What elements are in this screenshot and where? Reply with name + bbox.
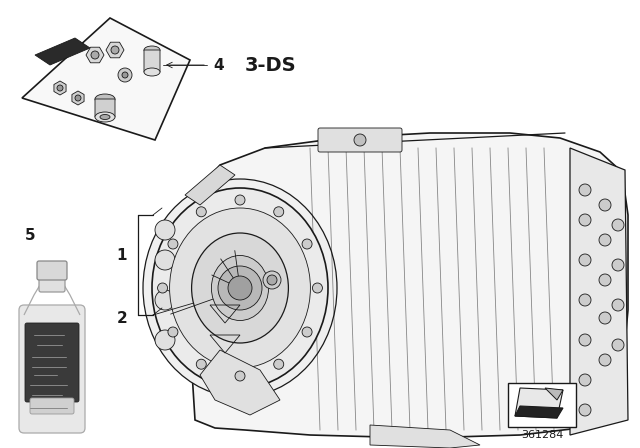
Circle shape [91,51,99,59]
Circle shape [263,271,281,289]
Circle shape [599,312,611,324]
Circle shape [579,334,591,346]
Ellipse shape [143,179,337,397]
Polygon shape [515,388,563,418]
Circle shape [612,299,624,311]
Polygon shape [72,91,84,105]
Circle shape [274,207,284,217]
Circle shape [122,72,128,78]
Polygon shape [370,425,480,448]
Circle shape [155,290,175,310]
Bar [508,383,576,427]
Circle shape [354,134,366,146]
Polygon shape [22,18,190,140]
Text: 2: 2 [116,310,127,326]
Circle shape [302,239,312,249]
Circle shape [612,219,624,231]
Circle shape [157,283,168,293]
Text: 3-DS: 3-DS [245,56,296,74]
Polygon shape [545,388,563,400]
Circle shape [118,68,132,82]
Circle shape [579,404,591,416]
Circle shape [599,234,611,246]
Circle shape [599,274,611,286]
Circle shape [155,220,175,240]
Ellipse shape [144,68,160,76]
Circle shape [168,327,178,337]
Polygon shape [54,81,66,95]
FancyBboxPatch shape [39,273,65,292]
Polygon shape [86,47,104,63]
Circle shape [196,207,206,217]
Circle shape [155,250,175,270]
Text: 5: 5 [25,228,35,242]
Circle shape [235,195,245,205]
Circle shape [579,374,591,386]
Polygon shape [200,350,280,415]
Circle shape [579,184,591,196]
Ellipse shape [152,188,328,388]
Text: 1: 1 [116,247,127,263]
FancyBboxPatch shape [30,398,74,414]
Polygon shape [106,42,124,58]
Polygon shape [570,148,628,435]
FancyBboxPatch shape [144,50,160,72]
FancyBboxPatch shape [25,323,79,402]
Ellipse shape [170,208,310,368]
Circle shape [155,330,175,350]
Circle shape [196,359,206,369]
Circle shape [267,275,277,285]
FancyBboxPatch shape [19,305,85,433]
Circle shape [599,199,611,211]
FancyBboxPatch shape [95,99,115,117]
Polygon shape [515,406,563,418]
FancyBboxPatch shape [318,128,402,152]
Circle shape [312,283,323,293]
Circle shape [302,327,312,337]
Circle shape [228,276,252,300]
Circle shape [599,354,611,366]
Circle shape [579,254,591,266]
Circle shape [75,95,81,101]
Ellipse shape [100,115,110,120]
Circle shape [57,85,63,91]
Ellipse shape [144,46,160,54]
Ellipse shape [211,255,269,320]
Circle shape [218,266,262,310]
Polygon shape [35,38,90,65]
Polygon shape [185,165,235,205]
FancyBboxPatch shape [37,261,67,280]
Circle shape [579,294,591,306]
Ellipse shape [191,233,289,343]
Circle shape [612,339,624,351]
Circle shape [274,359,284,369]
Ellipse shape [95,112,115,122]
Circle shape [111,46,119,54]
Text: 361284: 361284 [521,430,563,440]
Circle shape [579,214,591,226]
Circle shape [168,239,178,249]
Polygon shape [185,133,628,438]
Ellipse shape [95,94,115,104]
Circle shape [235,371,245,381]
Text: 4: 4 [213,57,223,73]
Circle shape [612,259,624,271]
